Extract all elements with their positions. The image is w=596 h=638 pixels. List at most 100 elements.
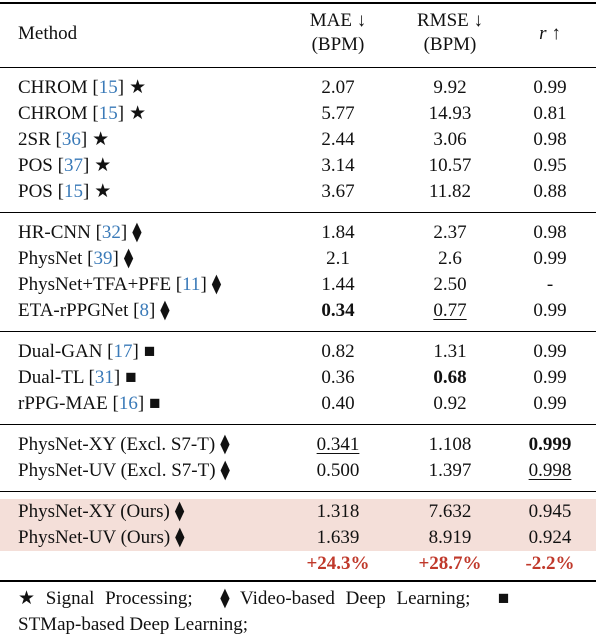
method-cell: PhysNet+TFA+PFE [11] ⧫ [18, 272, 221, 298]
table-row: rPPG-MAE [16] ■ 0.40 0.92 0.99 [0, 391, 596, 417]
rmse-cell: 10.57 [428, 155, 472, 176]
table-row: PhysNet-UV (Ours) ⧫ 1.639 8.919 0.924 [0, 525, 596, 551]
rmse-cell: 1.31 [433, 341, 467, 362]
mae-cell: 0.341 [316, 434, 360, 455]
rmse-cell: 9.92 [433, 77, 467, 98]
mae-cell: 0.82 [321, 341, 355, 362]
square-icon: ■ [149, 393, 161, 414]
rmse-cell: 3.06 [433, 129, 467, 150]
star-icon: ★ [94, 181, 112, 202]
diamond-icon: ⧫ [211, 274, 222, 295]
mae-cell: 0.40 [321, 393, 355, 414]
r-cell: - [546, 274, 554, 295]
header-rmse-label: RMSE ↓ [417, 10, 483, 31]
table-row: CHROM [15] ★ 2.07 9.92 0.99 [0, 75, 596, 101]
legend-stmap-label: STMap-based Deep Learning; [18, 614, 249, 635]
method-cell: 2SR [36] ★ [18, 127, 109, 153]
rmse-cell: 11.82 [428, 181, 472, 202]
legend-video-label: Video-based Deep Learning; [240, 588, 471, 609]
method-cell: PhysNet-UV (Excl. S7-T) ⧫ [18, 458, 230, 484]
r-cell: 0.98 [533, 129, 567, 150]
table-row: PhysNet-XY (Ours) ⧫ 1.318 7.632 0.945 [0, 499, 596, 525]
r-cell: 0.98 [533, 222, 567, 243]
method-cell: PhysNet-XY (Excl. S7-T) ⧫ [18, 432, 230, 458]
diamond-icon: ⧫ [220, 588, 230, 609]
method-cell: POS [37] ★ [18, 153, 111, 179]
rmse-cell: 2.6 [438, 248, 462, 269]
mae-cell: 0.34 [321, 300, 355, 321]
table-row: Dual-TL [31] ■ 0.36 0.68 0.99 [0, 365, 596, 391]
header-r: r ↑ [539, 23, 561, 44]
ours-highlight [0, 499, 596, 551]
group-rule [0, 212, 596, 213]
diamond-icon: ⧫ [220, 460, 230, 481]
group-rule [0, 331, 596, 332]
table-row: PhysNet [39] ⧫ 2.1 2.6 0.99 [0, 246, 596, 272]
mae-cell: 0.500 [316, 460, 360, 481]
mae-cell: 0.36 [321, 367, 355, 388]
mae-cell: 1.318 [316, 501, 360, 522]
group-rule [0, 424, 596, 425]
mae-cell: 1.84 [321, 222, 355, 243]
header-mae: MAE ↓ (BPM) [280, 9, 396, 57]
legend-signal-label: Signal Processing; [45, 588, 193, 609]
rmse-cell: 8.919 [428, 527, 472, 548]
star-icon: ★ [18, 588, 36, 609]
table-row: Dual-GAN [17] ■ 0.82 1.31 0.99 [0, 339, 596, 365]
header-rmse: RMSE ↓ (BPM) [392, 9, 508, 57]
rmse-cell: 0.92 [433, 393, 467, 414]
square-icon: ■ [143, 341, 156, 362]
table-row: PhysNet-XY (Excl. S7-T) ⧫ 0.341 1.108 0.9… [0, 432, 596, 458]
table-row: HR-CNN [32] ⧫ 1.84 2.37 0.98 [0, 220, 596, 246]
r-cell: 0.99 [533, 367, 567, 388]
star-icon: ★ [129, 77, 147, 98]
mae-cell: 2.44 [321, 129, 355, 150]
table-row: POS [15] ★ 3.67 11.82 0.88 [0, 179, 596, 205]
table-row: CHROM [15] ★ 5.77 14.93 0.81 [0, 101, 596, 127]
rmse-cell: 7.632 [428, 501, 472, 522]
diamond-icon: ⧫ [132, 222, 142, 243]
r-delta: -2.2% [525, 553, 575, 574]
method-cell: PhysNet-XY (Ours) ⧫ [18, 499, 184, 525]
r-cell: 0.88 [533, 181, 567, 202]
table-row: POS [37] ★ 3.14 10.57 0.95 [0, 153, 596, 179]
rmse-cell: 2.50 [433, 274, 467, 295]
method-cell: ETA-rPPGNet [8] ⧫ [18, 298, 170, 324]
mae-cell: 2.07 [321, 77, 355, 98]
table-row: PhysNet+TFA+PFE [11] ⧫ 1.44 2.50 - [0, 272, 596, 298]
r-cell: 0.945 [528, 501, 572, 522]
mae-cell: 3.67 [321, 181, 355, 202]
table-row: PhysNet-UV (Excl. S7-T) ⧫ 0.500 1.397 0.9… [0, 458, 596, 484]
diamond-icon: ⧫ [123, 248, 134, 269]
r-cell: 0.81 [533, 103, 567, 124]
rmse-cell: 1.397 [428, 460, 472, 481]
rmse-cell: 0.68 [433, 367, 467, 388]
r-cell: 0.999 [528, 434, 572, 455]
star-icon: ★ [92, 129, 110, 150]
method-cell: CHROM [15] ★ [18, 101, 146, 127]
rmse-cell: 0.77 [433, 300, 467, 321]
group-rule [0, 491, 596, 492]
mae-delta: +24.3% [306, 553, 370, 574]
square-icon: ■ [125, 367, 137, 388]
diamond-icon: ⧫ [160, 300, 170, 321]
method-cell: Dual-TL [31] ■ [18, 365, 137, 391]
rmse-cell: 14.93 [428, 103, 472, 124]
r-cell: 0.95 [533, 155, 567, 176]
method-cell: HR-CNN [32] ⧫ [18, 220, 142, 246]
header-rmse-unit: (BPM) [423, 34, 477, 55]
mae-cell: 5.77 [321, 103, 355, 124]
top-rule [0, 2, 596, 4]
header-method: Method [18, 23, 78, 44]
r-cell: 0.924 [528, 527, 572, 548]
mae-cell: 1.44 [321, 274, 355, 295]
rmse-cell: 2.37 [433, 222, 467, 243]
diamond-icon: ⧫ [175, 527, 185, 548]
header-mae-label: MAE ↓ [309, 10, 367, 31]
rmse-delta: +28.7% [418, 553, 482, 574]
star-icon: ★ [94, 155, 112, 176]
mae-cell: 3.14 [321, 155, 355, 176]
method-cell: rPPG-MAE [16] ■ [18, 391, 161, 417]
table-row: ETA-rPPGNet [8] ⧫ 0.34 0.77 0.99 [0, 298, 596, 324]
method-cell: CHROM [15] ★ [18, 75, 146, 101]
